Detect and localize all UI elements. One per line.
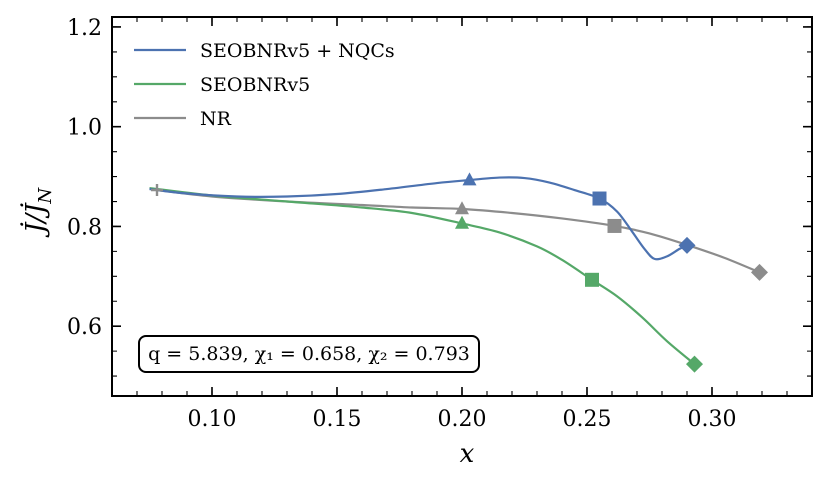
plot-area bbox=[149, 172, 768, 373]
legend-label-2: NR bbox=[200, 108, 232, 130]
legend: SEOBNRv5 + NQCs SEOBNRv5 NR bbox=[134, 40, 395, 130]
series-1-marker-0 bbox=[455, 215, 469, 229]
legend-item-0: SEOBNRv5 + NQCs bbox=[134, 40, 395, 62]
minor-ticks bbox=[112, 17, 812, 396]
y-tick-label-2: 1.0 bbox=[67, 116, 102, 141]
series-1-marker-1 bbox=[585, 272, 599, 287]
series-2-marker-2 bbox=[607, 218, 622, 233]
annotation-frame bbox=[138, 335, 480, 373]
annotation-text: q = 5.839, χ₁ = 0.658, χ₂ = 0.793 bbox=[148, 343, 470, 365]
legend-item-1: SEOBNRv5 bbox=[134, 74, 310, 96]
series-line-2 bbox=[156, 188, 760, 274]
series-2-marker-3 bbox=[751, 263, 768, 281]
series-0-marker-0 bbox=[462, 172, 477, 186]
series-1-marker-2 bbox=[686, 355, 703, 373]
series-2-marker-1 bbox=[455, 201, 469, 215]
x-tick-label-4: 0.30 bbox=[688, 407, 737, 432]
series-line-1 bbox=[149, 186, 696, 365]
x-tick-label-1: 0.15 bbox=[313, 407, 362, 432]
axes: 0.10 0.15 0.20 0.25 0.30 0.6 0.8 1.0 1.2 x J̇/J̇N bbox=[20, 16, 813, 469]
y-tick-label-3: 1.2 bbox=[67, 16, 102, 41]
series-2-marker-0 bbox=[151, 184, 163, 197]
x-axis-label: x bbox=[460, 439, 475, 469]
x-tick-label-2: 0.20 bbox=[438, 407, 487, 432]
y-tick-label-1: 0.8 bbox=[67, 215, 102, 240]
legend-label-0: SEOBNRv5 + NQCs bbox=[200, 40, 395, 62]
x-tick-label-3: 0.25 bbox=[563, 407, 612, 432]
series-0-marker-2 bbox=[678, 236, 696, 254]
y-tick-label-0: 0.6 bbox=[67, 315, 102, 340]
annotation-box: q = 5.839, χ₁ = 0.658, χ₂ = 0.793 bbox=[138, 335, 480, 373]
x-tick-label-0: 0.10 bbox=[188, 407, 237, 432]
legend-item-2: NR bbox=[134, 108, 232, 130]
legend-label-1: SEOBNRv5 bbox=[200, 74, 310, 96]
series-0-marker-1 bbox=[592, 191, 607, 206]
y-axis-label: J̇/J̇N bbox=[20, 187, 56, 239]
series-line-0 bbox=[149, 176, 688, 261]
